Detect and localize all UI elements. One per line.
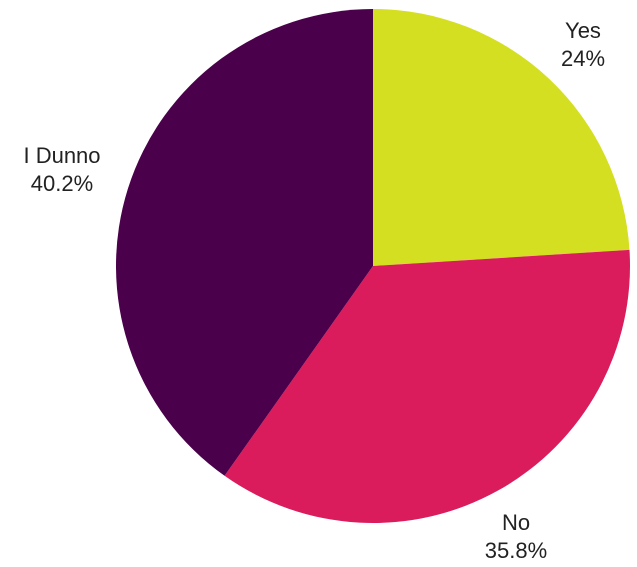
pie-slice-i-dunno [115,9,374,476]
slice-value-i-dunno: 40.2% [31,171,93,196]
slice-value-yes: 24% [561,46,605,71]
pie-labels: Yes 24% No 35.8% I Dunno 40.2% [23,18,605,563]
pie-slice-yes [373,9,630,266]
pie-slices [115,9,630,524]
slice-label-i-dunno: I Dunno [23,143,100,168]
slice-value-no: 35.8% [485,538,547,563]
slice-label-yes: Yes [565,18,601,43]
pie-slice-no [224,249,630,524]
slice-label-no: No [502,510,530,535]
